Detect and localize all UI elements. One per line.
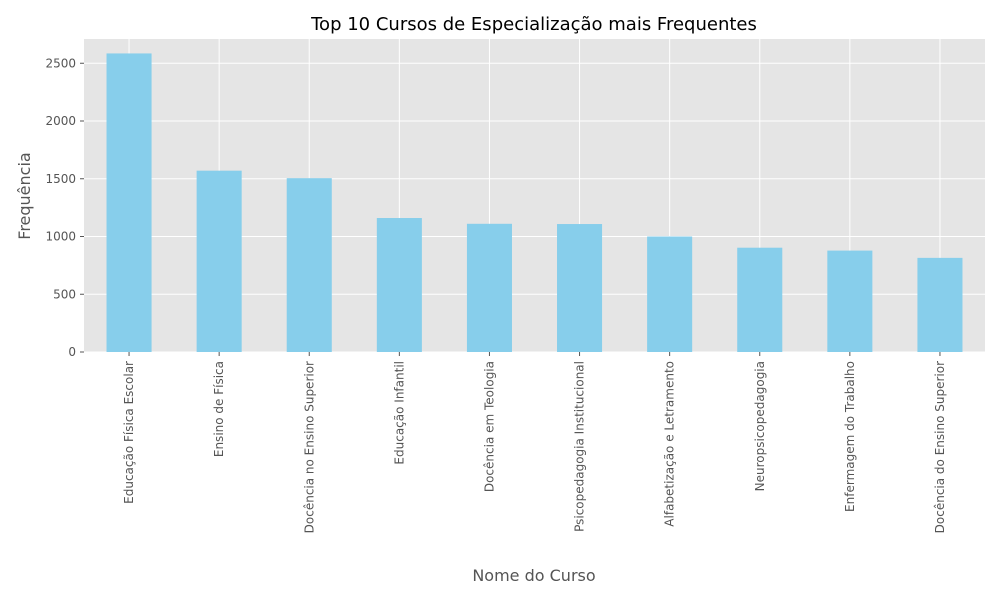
x-axis-label: Nome do Curso [472,566,595,585]
y-tick-label: 500 [53,287,76,301]
y-tick-label: 2500 [45,56,76,70]
bar [376,218,422,352]
x-tick-label: Educação Infantil [392,361,406,465]
bars [106,53,963,353]
bar [917,257,963,352]
y-tick-label: 1500 [45,172,76,186]
x-tick-label: Educação Física Escolar [122,361,136,504]
x-tick-label: Docência em Teologia [482,361,496,492]
x-tick-label: Ensino de Física [212,361,226,457]
y-tick-label: 0 [68,345,76,359]
x-axis-ticks: Educação Física Escolar Ensino de Física D… [122,352,947,533]
y-axis-label: Frequência [15,152,34,239]
x-tick-label: Enfermagem do Trabalho [843,361,857,512]
x-tick-label: Docência do Ensino Superior [933,361,947,533]
bar [286,178,332,352]
bar [557,224,603,352]
bar [106,53,152,353]
bar [196,170,242,352]
bar [737,247,783,352]
x-tick-label: Psicopedagogia Institucional [573,361,587,532]
bar [466,223,512,352]
x-tick-label: Alfabetização e Letramento [663,361,677,527]
x-tick-label: Neuropsicopedagogia [753,361,767,491]
x-tick-label: Docência no Ensino Superior [302,361,316,533]
y-tick-label: 2000 [45,114,76,128]
y-tick-label: 1000 [45,230,76,244]
bar [647,236,693,352]
chart-title: Top 10 Cursos de Especialização mais Fre… [310,14,757,35]
y-axis-ticks: 0 500 1000 1500 2000 2500 [45,56,84,359]
bar [827,250,873,352]
